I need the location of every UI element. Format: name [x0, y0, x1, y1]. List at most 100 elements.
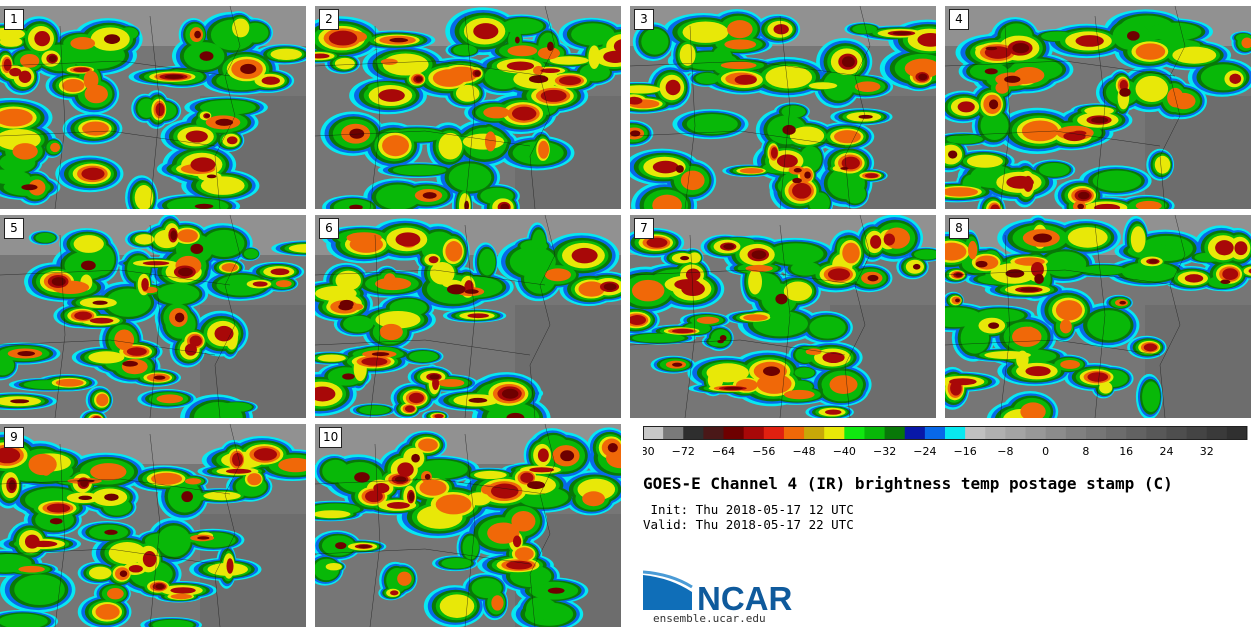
member-panel-2: 2: [315, 6, 621, 209]
boundaries: [630, 6, 871, 209]
cloud-cell: [520, 472, 534, 483]
cloud-cell: [1087, 310, 1131, 341]
coastline: [844, 215, 871, 418]
cloud-cell: [225, 468, 252, 474]
cloud-cell: [719, 334, 727, 341]
cloud-cell: [603, 50, 621, 64]
cloud-cell: [17, 351, 36, 357]
ir-field-map: [630, 6, 936, 209]
cloud-cell: [48, 55, 57, 62]
temp-contour-layer: [672, 243, 921, 390]
ir-field-map: [315, 215, 621, 418]
cloud-cell: [178, 267, 193, 277]
cloud-cell: [1172, 46, 1217, 64]
cloud-cell: [540, 89, 567, 102]
state-boundary: [0, 548, 216, 565]
state-boundary: [630, 60, 861, 77]
cloud-cell: [537, 448, 549, 463]
colorbar-tick-label: −80: [643, 445, 655, 458]
boundaries: [315, 6, 556, 209]
cloud-cell: [948, 150, 958, 159]
cloud-cell: [8, 479, 16, 491]
cloud-cell: [96, 393, 109, 407]
cloud-cell: [483, 106, 510, 119]
cloud-cell: [957, 101, 975, 113]
coastline: [844, 6, 871, 209]
cloud-cell: [490, 483, 519, 499]
colorbar-segment: [884, 426, 906, 440]
cloud-cell: [1067, 227, 1108, 248]
cloud-cell: [789, 126, 825, 145]
cloud-cell: [189, 335, 202, 347]
cloud-cell: [404, 405, 415, 413]
cloud-cell: [646, 237, 668, 248]
colorbar-tick-label: 32: [1200, 445, 1214, 458]
cloud-cell: [170, 593, 193, 600]
temp-contour-layer: [338, 283, 617, 418]
cloud-cell: [288, 243, 306, 253]
cloud-cell: [547, 41, 554, 52]
cloud-cell: [1039, 162, 1070, 177]
cloud-cell: [1099, 381, 1113, 394]
cloud-cell: [232, 18, 250, 38]
cloud-cell: [680, 170, 705, 191]
cloud-cell: [78, 495, 93, 501]
cloud-cell: [783, 281, 813, 302]
member-label: 7: [634, 218, 654, 239]
cloud-cell: [409, 350, 439, 363]
cloud-cell: [156, 394, 184, 404]
colorbar-segment: [945, 426, 966, 440]
cloud-cell: [62, 79, 85, 93]
ocean-clear-region: [1145, 305, 1251, 418]
cloud-cell: [380, 58, 398, 65]
colorbar-segment: [1085, 426, 1107, 440]
coastline: [214, 215, 241, 418]
cloud-cell: [630, 96, 643, 105]
cloud-cell: [88, 351, 125, 364]
state-boundary: [369, 443, 381, 627]
cloud-cell: [315, 53, 330, 59]
cloud-cell: [955, 298, 960, 303]
cloud-cell: [1220, 279, 1231, 284]
ir-field-map: [630, 215, 936, 418]
cloud-cell: [383, 273, 396, 286]
colorbar-segment: [965, 426, 986, 440]
colorbar-segment: [864, 426, 886, 440]
temp-contour-layer: [955, 233, 1231, 329]
cloud-cell: [946, 134, 983, 144]
cloud-cell: [335, 542, 347, 550]
cloud-cell: [672, 362, 683, 367]
cloud-cell: [429, 374, 440, 380]
cloud-cell: [141, 278, 149, 292]
cloud-cell: [437, 378, 465, 387]
cloud-cell: [418, 438, 438, 452]
cloud-cell: [142, 550, 157, 568]
cloud-cell: [1087, 372, 1109, 382]
state-boundary: [0, 339, 216, 356]
cloud-cell: [361, 357, 388, 366]
member-label: 9: [4, 427, 24, 448]
member-label: 5: [4, 218, 24, 239]
state-boundary: [1094, 15, 1106, 209]
ncar-logo-text: NCAR: [697, 580, 792, 612]
cloud-cell: [92, 300, 108, 305]
cloud-cell: [378, 89, 405, 102]
cloud-cell: [89, 317, 114, 324]
cloud-cell: [453, 44, 477, 56]
cloud-cell: [502, 18, 544, 35]
cloud-cell: [1092, 170, 1142, 192]
cloud-cell: [526, 597, 551, 621]
cloud-cell: [432, 69, 466, 87]
cloud-cell: [500, 203, 510, 209]
cloud-cell: [441, 558, 473, 569]
cloud-cell: [261, 76, 280, 85]
cloud-cell: [346, 232, 382, 244]
cloud-cell: [462, 535, 479, 560]
ir-field-map: [315, 424, 621, 627]
cloud-cell: [328, 30, 358, 46]
cloud-cell: [487, 522, 520, 544]
cloud-cell: [349, 204, 363, 209]
cloud-cell: [484, 131, 497, 152]
cloud-cell: [955, 272, 962, 277]
member-label: 4: [949, 9, 969, 30]
